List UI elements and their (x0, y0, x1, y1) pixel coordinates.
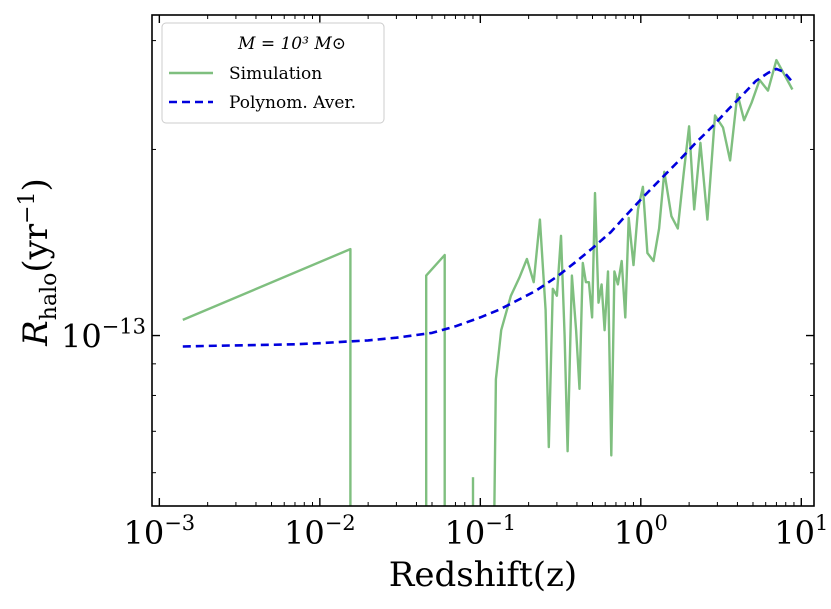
x-tick-label: 101 (774, 511, 828, 552)
series-polynom-aver-line (182, 67, 794, 348)
legend-title: M = 10³ M⊙ (237, 34, 346, 54)
legend-frame (161, 22, 385, 124)
major-ticks (152, 15, 814, 506)
y-label-symbol: R (16, 320, 56, 347)
series-simulation-segment-3 (493, 58, 794, 506)
y-tick-label: 10−13 (61, 315, 146, 356)
y-label-subscript: halo (37, 273, 62, 321)
x-tick-label: 10−1 (444, 511, 516, 552)
x-axis-label: Redshift(z) (389, 555, 577, 595)
tick-labels: 10−3 10−2 10−1 100 101 10−13 (61, 315, 828, 552)
legend-label-polynom: Polynom. Aver. (229, 93, 356, 113)
y-axis-label: Rhalo(yr−1) (15, 178, 62, 347)
series-simulation-segment-0 (182, 247, 352, 506)
svg-text:Rhalo(yr−1): Rhalo(yr−1) (15, 178, 62, 347)
y-label-unit-close: ) (16, 178, 56, 191)
x-tick-label: 100 (614, 511, 668, 552)
x-tick-label: 10−3 (123, 511, 195, 552)
series-layer (182, 58, 794, 506)
legend: M = 10³ M⊙ Simulation Polynom. Aver. (161, 22, 385, 124)
y-label-unit: (yr (16, 223, 56, 272)
plot-frame (151, 14, 815, 507)
y-label-unit-exp: −1 (15, 191, 40, 223)
x-tick-label: 10−2 (284, 511, 356, 552)
legend-label-simulation: Simulation (229, 64, 322, 84)
series-simulation-segment-1 (425, 253, 446, 506)
